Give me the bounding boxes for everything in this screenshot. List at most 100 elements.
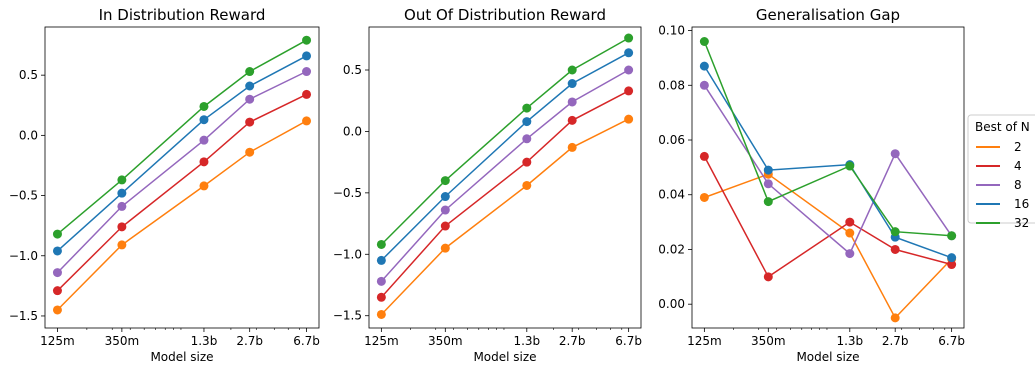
data-point-4-350m [440, 221, 450, 231]
data-point-16-2.7b [567, 79, 577, 89]
data-point-4-2.7b [890, 244, 900, 254]
data-point-4-350m [763, 272, 773, 282]
y-tick-label: 0.0 [343, 124, 362, 138]
y-tick-label: 0.00 [658, 297, 685, 311]
x-tick-label: 1.3b [513, 334, 540, 348]
legend-label-4: 4 [1014, 159, 1022, 173]
data-point-16-125m [699, 61, 709, 71]
data-point-4-6.7b [624, 86, 634, 96]
x-tick-label: 125m [40, 334, 75, 348]
y-tick-label: −0.5 [333, 186, 362, 200]
data-point-32-1.3b [845, 161, 855, 171]
data-point-8-6.7b [624, 65, 634, 75]
x-tick-label: 350m [105, 334, 140, 348]
y-tick-label: 0.0 [19, 128, 38, 142]
data-point-8-125m [52, 268, 62, 278]
data-point-2-1.3b [199, 181, 209, 191]
y-tick-label: −0.5 [9, 189, 38, 203]
series-line-2 [704, 173, 953, 320]
axes-frame [44, 26, 320, 329]
x-tick-label: 2.7b [882, 334, 909, 348]
data-point-32-125m [376, 239, 386, 249]
data-point-4-1.3b [199, 157, 209, 167]
data-point-16-125m [376, 255, 386, 265]
data-point-8-2.7b [890, 149, 900, 159]
y-tick-label: 0.06 [658, 133, 685, 147]
data-point-32-6.7b [624, 33, 634, 43]
y-tick-label: −1.5 [9, 309, 38, 323]
series-line-8 [56, 70, 307, 274]
x-tick-label: 2.7b [236, 334, 263, 348]
y-tick-label: 0.5 [343, 63, 362, 77]
legend-entries: 2 4 8 16 32 [976, 140, 1029, 230]
axes-frame [368, 26, 642, 329]
data-point-4-1.3b [522, 157, 532, 167]
y-tick-label: 0.08 [658, 78, 685, 92]
data-point-2-125m [52, 305, 62, 315]
data-point-16-6.7b [947, 253, 957, 263]
series-line-8 [703, 84, 953, 255]
data-point-2-2.7b [245, 147, 255, 157]
data-point-16-125m [52, 246, 62, 256]
data-point-2-6.7b [624, 114, 634, 124]
data-point-16-6.7b [624, 48, 634, 58]
data-point-4-2.7b [567, 115, 577, 125]
data-point-32-2.7b [567, 65, 577, 75]
data-point-32-350m [117, 175, 127, 185]
series-line-2 [56, 120, 307, 311]
axes-frame [691, 26, 965, 329]
series-line-8 [380, 69, 629, 282]
legend-label-16: 16 [1014, 197, 1029, 211]
x-axis-label: Model size [473, 350, 536, 364]
legend-frame [967, 114, 1035, 224]
chart-title: Out Of Distribution Reward [404, 6, 606, 24]
data-point-2-1.3b [845, 228, 855, 238]
chart-title: In Distribution Reward [99, 6, 266, 24]
data-point-2-125m [376, 309, 386, 319]
data-point-32-125m [52, 229, 62, 239]
series-line-16 [703, 65, 952, 259]
data-point-16-350m [763, 165, 773, 175]
data-point-16-350m [440, 192, 450, 202]
legend-title: Best of N [975, 120, 1030, 134]
data-point-8-2.7b [245, 94, 255, 104]
data-point-4-125m [52, 286, 62, 296]
legend-label-2: 2 [1014, 140, 1022, 154]
chart-panel-generalisation-gap: Generalisation Gap 125m 350m 1.3b 2.7b 6.7b 0.… [658, 6, 965, 364]
data-point-16-1.3b [522, 117, 532, 127]
data-point-16-350m [117, 188, 127, 198]
x-tick-label: 1.3b [836, 334, 863, 348]
data-point-8-125m [376, 276, 386, 286]
data-point-32-6.7b [302, 35, 312, 45]
chart-panel-in-distribution: In Distribution Reward 125m 350m 1.3b 2.7b 6.… [9, 6, 320, 364]
x-tick-label: 350m [751, 334, 786, 348]
x-tick-label: 350m [428, 334, 463, 348]
y-tick-label: −1.5 [333, 309, 362, 323]
y-tick-label: 0.02 [658, 242, 685, 256]
x-tick-label: 125m [687, 334, 722, 348]
data-point-32-2.7b [245, 67, 255, 77]
x-tick-label: 1.3b [191, 334, 218, 348]
data-point-32-2.7b [890, 227, 900, 237]
data-point-8-6.7b [302, 67, 312, 77]
x-tick-label: 6.7b [615, 334, 642, 348]
x-axis-label: Model size [150, 350, 213, 364]
data-point-4-1.3b [845, 217, 855, 227]
data-point-4-6.7b [302, 89, 312, 99]
data-point-8-125m [699, 80, 709, 90]
x-tick-label: 125m [364, 334, 399, 348]
chart-title: Generalisation Gap [756, 6, 900, 24]
x-tick-label: 6.7b [938, 334, 965, 348]
data-point-4-6.7b [947, 260, 957, 270]
data-point-8-1.3b [522, 134, 532, 144]
data-point-8-1.3b [845, 249, 855, 259]
data-point-4-350m [117, 222, 127, 232]
series-line-16 [56, 55, 307, 252]
data-point-2-2.7b [890, 313, 900, 323]
series-line-16 [380, 52, 629, 261]
data-point-32-6.7b [947, 231, 957, 241]
data-point-32-1.3b [199, 101, 209, 111]
data-point-8-350m [763, 179, 773, 189]
data-point-4-125m [376, 292, 386, 302]
